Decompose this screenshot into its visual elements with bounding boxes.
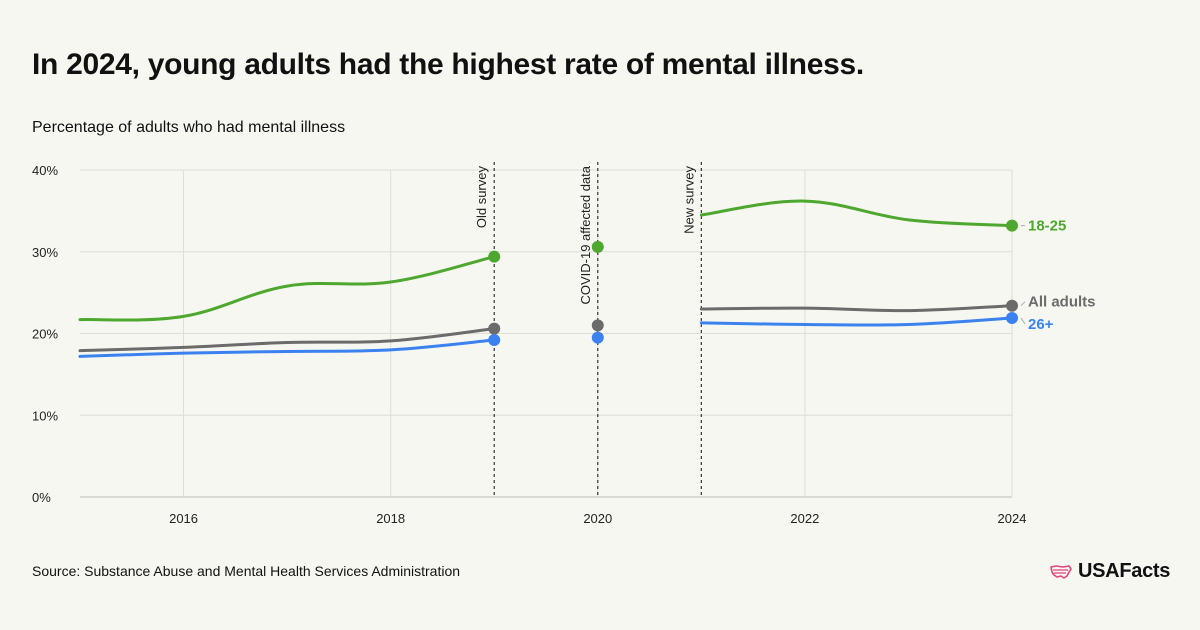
- series-layer: [78, 199, 1018, 358]
- y-tick-label: 10%: [32, 408, 58, 423]
- chart-title: In 2024, young adults had the highest ra…: [32, 48, 864, 81]
- series-line: [699, 199, 1014, 228]
- annotation-label: COVID-19 affected data: [578, 165, 593, 304]
- data-point: [488, 322, 501, 335]
- x-tick-label: 2016: [169, 511, 198, 526]
- series-label: 26+: [1028, 316, 1054, 333]
- label-leader: [1020, 301, 1026, 307]
- x-tick-label: 2018: [376, 511, 405, 526]
- series-line: [699, 316, 1014, 327]
- y-tick-label: 40%: [32, 163, 58, 178]
- grid-layer: 0% 10% 20% 30% 40% 2016 2018 2020 2022 2024: [32, 163, 1026, 526]
- annotation-label: Old survey: [474, 166, 489, 229]
- x-tick-label: 2020: [583, 511, 612, 526]
- x-tick-label: 2024: [998, 511, 1027, 526]
- chart-subtitle: Percentage of adults who had mental illn…: [32, 119, 346, 136]
- data-point: [488, 250, 501, 263]
- data-point: [1006, 299, 1018, 312]
- x-tick-label: 2022: [790, 511, 819, 526]
- annotation-label: New survey: [681, 166, 696, 234]
- label-leader: [1020, 317, 1026, 325]
- data-point: [1006, 311, 1018, 324]
- y-tick-label: 30%: [32, 245, 58, 260]
- brand-logo[interactable]: USAFacts: [1050, 560, 1170, 583]
- data-point: [488, 334, 501, 347]
- y-tick-label: 20%: [32, 327, 58, 342]
- us-map-icon: [1050, 564, 1072, 579]
- source-note: Source: Substance Abuse and Mental Healt…: [32, 563, 461, 579]
- brand-name: USAFacts: [1078, 560, 1171, 582]
- y-tick-label: 0%: [32, 490, 51, 505]
- data-point: [591, 240, 604, 253]
- series-line: [78, 338, 496, 358]
- annotation-layer: Old survey COVID-19 affected data New surv…: [474, 162, 702, 497]
- series-line: [699, 304, 1014, 313]
- data-point: [1006, 219, 1018, 232]
- data-point: [591, 331, 604, 344]
- data-point: [591, 319, 604, 332]
- series-line: [78, 327, 496, 353]
- series-label: 18-25: [1028, 218, 1066, 235]
- series-label: All adults: [1028, 294, 1096, 311]
- series-line: [78, 255, 496, 322]
- label-layer: 18-25 All adults 26+: [1020, 218, 1096, 333]
